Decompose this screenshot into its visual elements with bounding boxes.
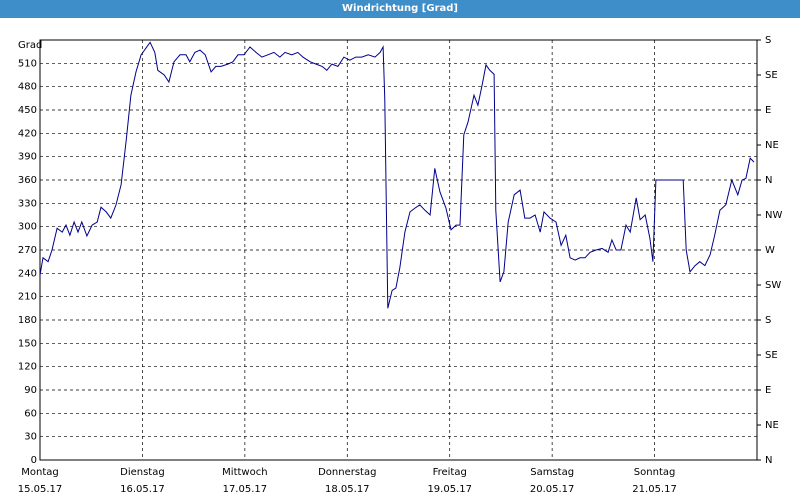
x-tick-sublabel: 19.05.17 <box>427 484 472 495</box>
y2-tick-label: N <box>765 455 772 466</box>
y-tick-label: 390 <box>18 152 37 163</box>
y-tick-label: 210 <box>18 292 37 303</box>
y2-tick-label: W <box>765 245 775 256</box>
x-tick-sublabel: 20.05.17 <box>530 484 575 495</box>
line-series <box>39 41 755 309</box>
x-tick-label: Mittwoch <box>222 467 267 478</box>
y2-tick-label: NE <box>765 140 779 151</box>
y2-tick-label: S <box>765 315 771 326</box>
y-axis-label: Grad <box>18 40 42 51</box>
y-tick-label: 0 <box>31 455 37 466</box>
y-tick-label: 90 <box>24 385 37 396</box>
y2-tick-label: NW <box>765 210 782 221</box>
x-tick-label: Donnerstag <box>318 467 376 478</box>
y-tick-label: 150 <box>18 338 37 349</box>
x-tick-sublabel: 17.05.17 <box>223 484 268 495</box>
x-tick-sublabel: 15.05.17 <box>18 484 63 495</box>
y-tick-label: 360 <box>18 175 37 186</box>
y-tick-label: 330 <box>18 198 37 209</box>
chart: Grad 0 30 60 90 120 150 180 210 240 270 300 330 360 3… <box>18 35 783 495</box>
y-tick-label: 300 <box>18 222 37 233</box>
x-tick-sublabel: 18.05.17 <box>325 484 370 495</box>
y2-tick-label: E <box>765 385 771 396</box>
x-tick-sublabel: 16.05.17 <box>120 484 165 495</box>
y2-tick-label: SE <box>765 70 778 81</box>
x-tick-label: Freitag <box>433 467 467 478</box>
y-tick-label: 450 <box>18 105 37 116</box>
x-tick-label: Montag <box>21 467 58 478</box>
y-tick-label: 180 <box>18 315 37 326</box>
y2-tick-label: SE <box>765 350 778 361</box>
y2-tick-label: SW <box>765 280 781 291</box>
y-tick-label: 510 <box>18 58 37 69</box>
x-tick-label: Dienstag <box>120 467 165 478</box>
y-tick-label: 270 <box>18 245 37 256</box>
y2-tick-label: E <box>765 105 771 116</box>
y-tick-label: 120 <box>18 362 37 373</box>
x-tick-sublabel: 21.05.17 <box>632 484 677 495</box>
y-tick-label: 420 <box>18 128 37 139</box>
x-tick-label: Samstag <box>530 467 574 478</box>
y2-tick-label: NE <box>765 420 779 431</box>
y-tick-label: 240 <box>18 268 37 279</box>
plot-frame <box>39 39 758 461</box>
x-tick-label: Sonntag <box>634 467 676 478</box>
y-tick-label: 60 <box>24 408 37 419</box>
y2-tick-label: S <box>765 35 771 46</box>
y2-tick-label: N <box>765 175 772 186</box>
y-tick-label: 480 <box>18 82 37 93</box>
y-tick-label: 30 <box>24 432 37 443</box>
window-title: Windrichtung [Grad] <box>0 0 800 18</box>
